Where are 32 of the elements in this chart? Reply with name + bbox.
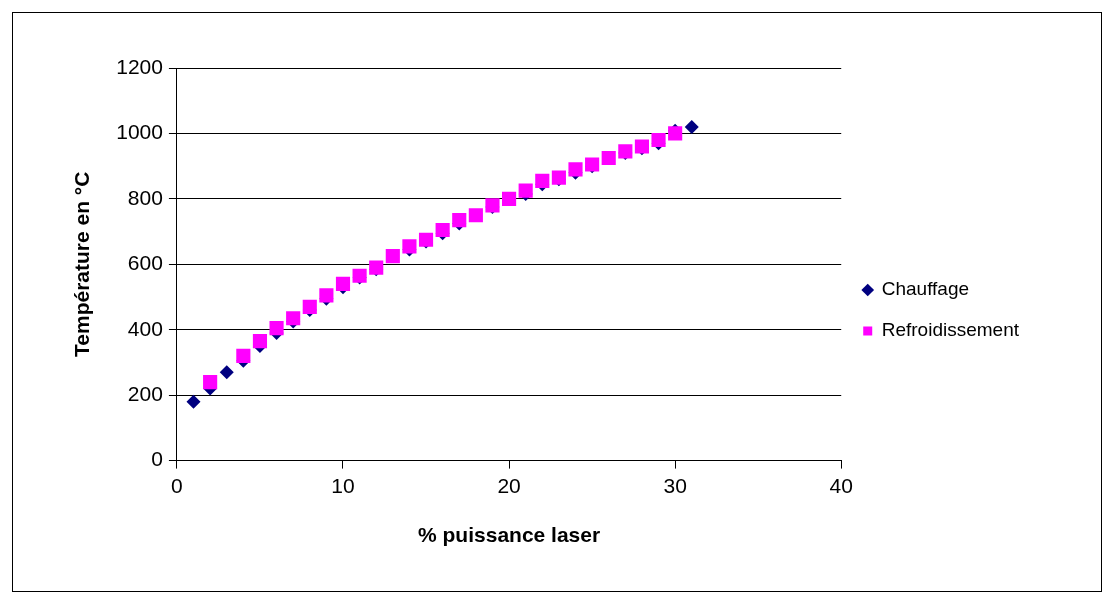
x-tick-label: 40: [829, 474, 853, 497]
point: [535, 173, 550, 188]
point: [203, 375, 218, 390]
y-tick-label: 1000: [116, 120, 163, 144]
y-tick-label: 400: [127, 316, 163, 340]
point: [651, 132, 666, 148]
point: [335, 276, 351, 291]
point: [684, 119, 699, 134]
x-tick-label: 30: [663, 474, 687, 497]
point: [435, 222, 450, 238]
point: [219, 365, 234, 380]
point: [186, 394, 201, 409]
point: [468, 208, 483, 223]
y-tick-label: 600: [127, 251, 163, 275]
legend-label: Chauffage: [881, 278, 970, 300]
x-tick-label: 10: [331, 474, 355, 497]
point: [385, 249, 400, 264]
x-axis-title: % puissance laser: [418, 523, 601, 547]
point: [252, 334, 268, 349]
point: [502, 191, 517, 206]
point: [302, 299, 317, 314]
y-axis-title: Température en °C: [70, 171, 94, 357]
point: [269, 321, 284, 336]
point: [236, 348, 251, 363]
y-tick-label: 0: [151, 447, 163, 471]
point: [601, 150, 616, 166]
x-tick-label: 0: [171, 474, 183, 497]
y-tick-label: 1200: [116, 54, 163, 78]
legend-label: Refroidissement: [881, 319, 1020, 341]
y-tick-label: 200: [127, 381, 163, 405]
y-tick-label: 800: [127, 185, 163, 209]
x-tick-label: 20: [497, 474, 521, 497]
